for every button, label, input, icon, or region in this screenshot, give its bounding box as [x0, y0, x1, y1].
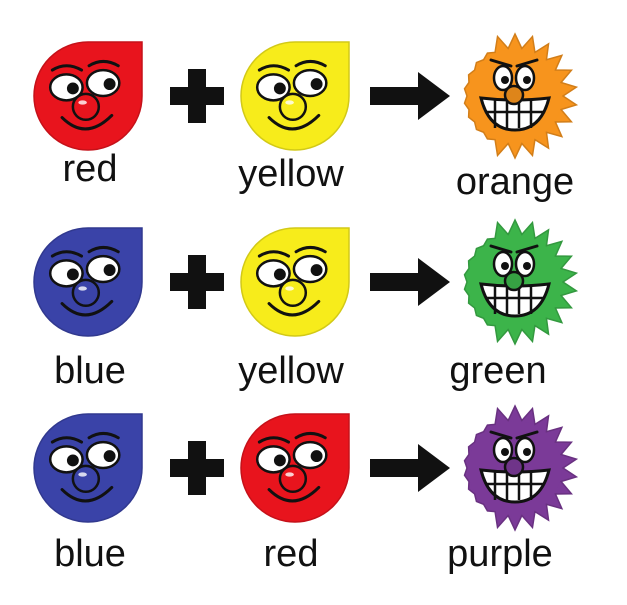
yellow-drop-face-icon: [240, 227, 350, 337]
row-1-result-label: orange: [455, 161, 575, 203]
plus-icon: [170, 255, 224, 309]
arrow-right-icon: [370, 258, 450, 306]
red-drop-face-icon: [33, 41, 143, 151]
arrow-right-icon: [370, 72, 450, 120]
blue-drop-face-icon: [33, 413, 143, 523]
purple-spiky-face-icon: [463, 404, 579, 532]
yellow-drop-face-icon: [240, 41, 350, 151]
row-1-input-2-label: yellow: [238, 153, 344, 195]
row-1-input-1-label: red: [62, 148, 118, 190]
plus-icon: [170, 441, 224, 495]
row-3-input-1-label: blue: [54, 533, 126, 575]
green-spiky-face-icon: [463, 218, 579, 346]
red-drop-face-icon: [240, 413, 350, 523]
arrow-right-icon: [370, 444, 450, 492]
row-3-result-label: purple: [447, 533, 553, 575]
row-2-result-label: green: [449, 350, 547, 392]
row-2-input-2-label: yellow: [238, 350, 344, 392]
plus-icon: [170, 69, 224, 123]
blue-drop-face-icon: [33, 227, 143, 337]
row-2-input-1-label: blue: [54, 350, 126, 392]
row-3-input-2-label: red: [263, 533, 319, 575]
orange-spiky-face-icon: [463, 32, 579, 160]
